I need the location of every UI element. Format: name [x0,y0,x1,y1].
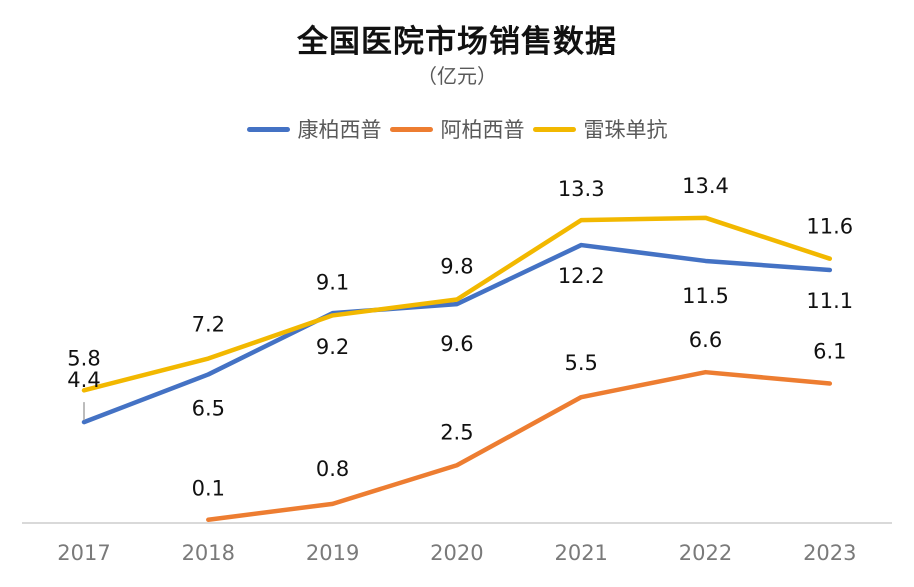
data-label: 6.5 [192,396,225,420]
series-line-leizhudankang[interactable] [81,215,833,393]
data-label: 6.1 [813,340,846,364]
data-label: 0.8 [316,457,349,481]
x-tick-label: 2018 [182,541,235,565]
legend-item-leizhudankang[interactable]: 雷珠单抗 [532,114,668,144]
legend-item-aboxipu[interactable]: 阿柏西普 [389,114,525,144]
legend-item-kangboxipu[interactable]: 康柏西普 [246,114,382,144]
chart-title: 全国医院市场销售数据 [297,24,617,60]
legend-label: 康柏西普 [297,118,382,142]
data-label: 9.6 [440,332,473,356]
data-label: 9.2 [316,335,349,359]
chart-subtitle: （亿元） [417,64,497,88]
data-label: 7.2 [192,313,225,337]
x-tick-label: 2022 [679,541,732,565]
x-tick-label: 2021 [554,541,607,565]
x-tick-label: 2020 [430,541,483,565]
legend-label: 阿柏西普 [440,118,525,142]
data-label: 11.6 [806,215,853,239]
data-label: 4.4 [67,368,100,392]
data-label: 13.3 [558,177,605,201]
data-label: 0.1 [192,477,225,501]
data-label: 9.8 [440,255,473,279]
data-label: 11.5 [682,284,729,308]
data-label: 6.6 [689,328,722,352]
data-label: 2.5 [440,420,473,444]
x-tick-label: 2019 [306,541,359,565]
x-tick-label: 2023 [803,541,856,565]
data-label: 11.1 [806,289,853,313]
legend-swatch [246,126,290,132]
data-label: 5.5 [564,351,597,375]
legend: 康柏西普 阿柏西普 雷珠单抗 [0,114,914,144]
data-label: 5.8 [67,346,100,370]
legend-swatch [389,126,433,132]
data-label: 13.4 [682,174,729,198]
legend-label: 雷珠单抗 [583,118,668,142]
legend-swatch [532,126,576,132]
x-tick-label: 2017 [57,541,110,565]
series-line-aboxipu[interactable] [206,369,833,522]
data-label: 12.2 [558,264,605,288]
series-line-kangboxipu[interactable] [81,242,833,425]
data-label: 9.1 [316,270,349,294]
